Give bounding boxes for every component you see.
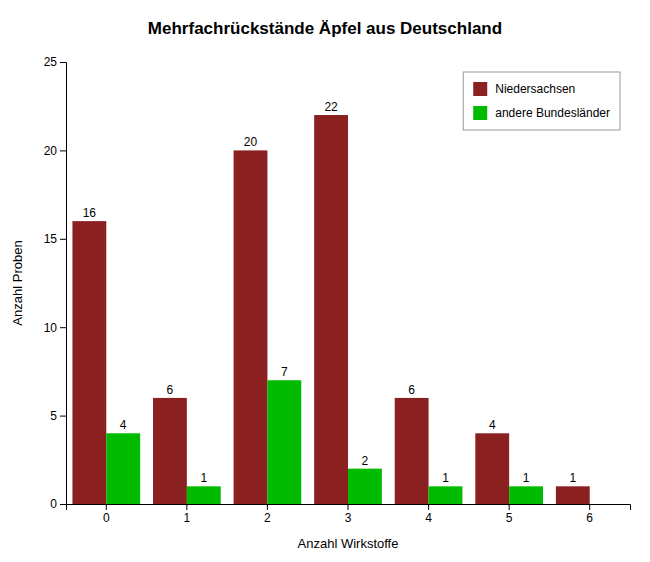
- y-tick: 20: [44, 144, 66, 158]
- bar: [556, 486, 590, 504]
- y-tick-mark: [60, 239, 66, 240]
- x-tick-mark: [186, 504, 187, 510]
- data-label: 4: [489, 418, 496, 432]
- y-tick-mark: [60, 327, 66, 328]
- data-label: 7: [281, 365, 288, 379]
- data-label: 20: [244, 135, 258, 149]
- legend: Niedersachsen andere Bundesländer: [463, 72, 620, 130]
- data-label: 2: [362, 454, 369, 468]
- y-tick-label: 20: [44, 144, 58, 158]
- x-tick-label: 5: [506, 511, 513, 525]
- data-label: 6: [167, 383, 174, 397]
- x-tick-mark: [509, 504, 510, 510]
- bar: [234, 150, 268, 504]
- bar: [72, 221, 106, 504]
- bar: [429, 486, 463, 504]
- x-tick-label: 0: [103, 511, 110, 525]
- data-label: 1: [523, 471, 530, 485]
- x-tick-mark: [348, 504, 349, 510]
- plot: 166202264141721101234560510152025Anzahl …: [10, 55, 631, 551]
- legend-label: Niedersachsen: [495, 82, 575, 96]
- x-tick-label: 6: [586, 511, 593, 525]
- bar: [395, 398, 429, 504]
- y-tick-label: 25: [44, 55, 58, 69]
- bar: [106, 433, 140, 504]
- y-tick: 5: [50, 409, 66, 423]
- data-label: 4: [120, 418, 127, 432]
- x-tick: 3: [345, 504, 352, 525]
- y-tick-mark: [60, 62, 66, 63]
- x-axis-title: Anzahl Wirkstoffe: [298, 536, 399, 551]
- data-labels: 16 6 20 22 6 4 1 4 1 7 2 1 1: [83, 100, 577, 485]
- y-tick-mark: [60, 150, 66, 151]
- x-axis: 0 1 2 3 4 5 6: [67, 504, 631, 525]
- data-label: 6: [408, 383, 415, 397]
- bar: [509, 486, 543, 504]
- bar: [348, 469, 382, 504]
- y-axis-line: [60, 63, 67, 505]
- bar: [314, 115, 348, 504]
- x-tick: 0: [103, 504, 110, 525]
- title: Mehrfachrückstände Äpfel aus Deutschland: [148, 19, 502, 38]
- data-label: 22: [324, 100, 338, 114]
- y-tick-label: 10: [44, 321, 58, 335]
- y-tick: 10: [44, 321, 66, 335]
- x-tick: 6: [586, 504, 593, 525]
- y-tick-mark: [60, 416, 66, 417]
- bars: [72, 115, 589, 504]
- bar: [267, 380, 301, 504]
- data-label: 1: [569, 471, 576, 485]
- y-tick: 0: [50, 497, 66, 511]
- bar: [187, 486, 221, 504]
- chart: 166202264141721101234560510152025Anzahl …: [0, 0, 650, 562]
- x-axis-line: [67, 505, 631, 511]
- x-tick: 5: [506, 504, 513, 525]
- bar: [475, 433, 509, 504]
- y-tick-label: 5: [50, 409, 57, 423]
- bar: [590, 504, 624, 505]
- x-tick-label: 1: [184, 511, 191, 525]
- x-tick: 2: [264, 504, 271, 525]
- x-tick-mark: [589, 504, 590, 510]
- x-tick-mark: [106, 504, 107, 510]
- y-axis: 0 5 10 15 20 25: [44, 55, 67, 511]
- x-tick-mark: [428, 504, 429, 510]
- x-tick-label: 4: [425, 511, 432, 525]
- bar: [153, 398, 187, 504]
- y-tick: 25: [44, 55, 66, 69]
- y-axis-title: Anzahl Proben: [10, 240, 25, 325]
- data-label: 1: [442, 471, 449, 485]
- legend-label: andere Bundesländer: [495, 106, 610, 120]
- y-tick-mark: [60, 504, 66, 505]
- x-tick-label: 2: [264, 511, 271, 525]
- y-tick-label: 0: [50, 497, 57, 511]
- x-tick: 4: [425, 504, 432, 525]
- data-label: 1: [200, 471, 207, 485]
- x-tick: 1: [184, 504, 191, 525]
- data-label: 16: [83, 206, 97, 220]
- y-tick-label: 15: [44, 232, 58, 246]
- legend-frame: [463, 72, 620, 130]
- legend-swatch: [473, 106, 487, 120]
- legend-swatch: [473, 82, 487, 96]
- y-tick: 15: [44, 232, 66, 246]
- x-tick-mark: [267, 504, 268, 510]
- x-tick-label: 3: [345, 511, 352, 525]
